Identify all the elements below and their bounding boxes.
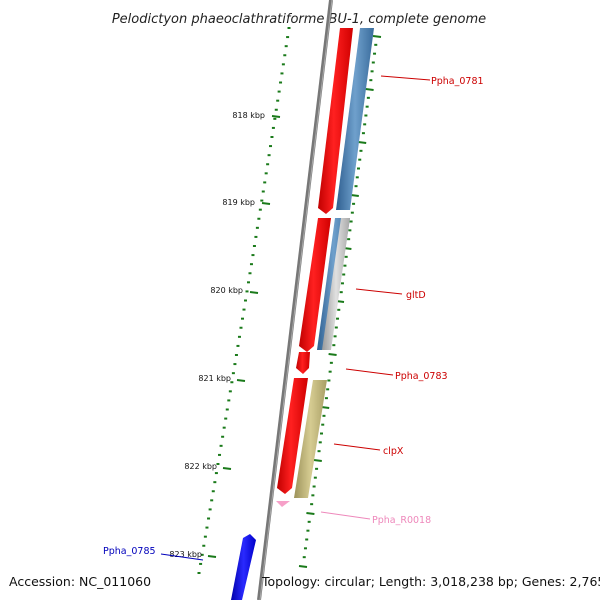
tick-818-kbp: 818 kbp — [232, 111, 281, 120]
feature-grey[interactable] — [322, 218, 350, 350]
cds-ppha-0783[interactable] — [296, 352, 310, 374]
tick-label: 819 kbp — [222, 198, 255, 207]
tick-label: 821 kbp — [198, 374, 231, 383]
feature-track-2 — [294, 28, 374, 498]
accession-text: Accession: NC_011060 — [9, 574, 151, 589]
tick-819-kbp: 819 kbp — [222, 198, 271, 207]
tick-label: 818 kbp — [232, 111, 265, 120]
inner-tick — [298, 565, 308, 568]
genome-backbone — [257, 0, 333, 600]
feature-ppha-r0018[interactable] — [276, 501, 290, 507]
map-title: Pelodictyon phaeoclathratiforme BU-1, co… — [112, 12, 486, 27]
tick-label: 823 kbp — [169, 550, 202, 559]
inner-tick — [328, 353, 337, 356]
inner-tick-marks — [298, 35, 382, 568]
gene-callouts — [160, 75, 431, 561]
tick-label: 820 kbp — [210, 286, 243, 295]
feature-olive[interactable] — [294, 380, 327, 498]
tick-823-kbp: 823 kbp — [169, 550, 217, 559]
inner-tick — [306, 512, 315, 515]
inner-tick — [358, 141, 367, 144]
label-ppha-0785[interactable]: Ppha_0785 — [103, 546, 156, 557]
cds-gltD[interactable] — [299, 218, 331, 352]
label-ppha-0783[interactable]: Ppha_0783 — [395, 371, 448, 382]
tick-821-kbp: 821 kbp — [198, 374, 246, 383]
feature-blue-1[interactable] — [336, 28, 374, 210]
tick-label: 822 kbp — [184, 462, 217, 471]
cds-forward-strand — [277, 28, 353, 494]
inner-tick — [313, 459, 322, 462]
cds-ppha-0781[interactable] — [318, 28, 353, 214]
cds-clpX[interactable] — [277, 378, 308, 494]
gene-labels: Ppha_0781 gltD Ppha_0783 clpX Ppha_R0018… — [103, 76, 484, 557]
tick-820-kbp: 820 kbp — [210, 286, 259, 295]
inner-tick — [365, 88, 374, 91]
scale-ticks: 818 kbp 819 kbp 820 kbp 821 kbp 822 kbp … — [169, 111, 281, 559]
inner-tick — [372, 35, 382, 38]
label-clpX[interactable]: clpX — [383, 446, 404, 457]
label-ppha-r0018[interactable]: Ppha_R0018 — [372, 515, 431, 526]
minor-tick-marks — [197, 27, 291, 574]
topology-text: Topology: circular; Length: 3,018,238 bp… — [261, 574, 600, 589]
tick-822-kbp: 822 kbp — [184, 462, 232, 471]
label-gltD[interactable]: gltD — [406, 290, 426, 301]
label-ppha-0781[interactable]: Ppha_0781 — [431, 76, 484, 87]
cds-ppha-0785[interactable] — [231, 534, 256, 600]
inner-tick — [350, 194, 359, 197]
